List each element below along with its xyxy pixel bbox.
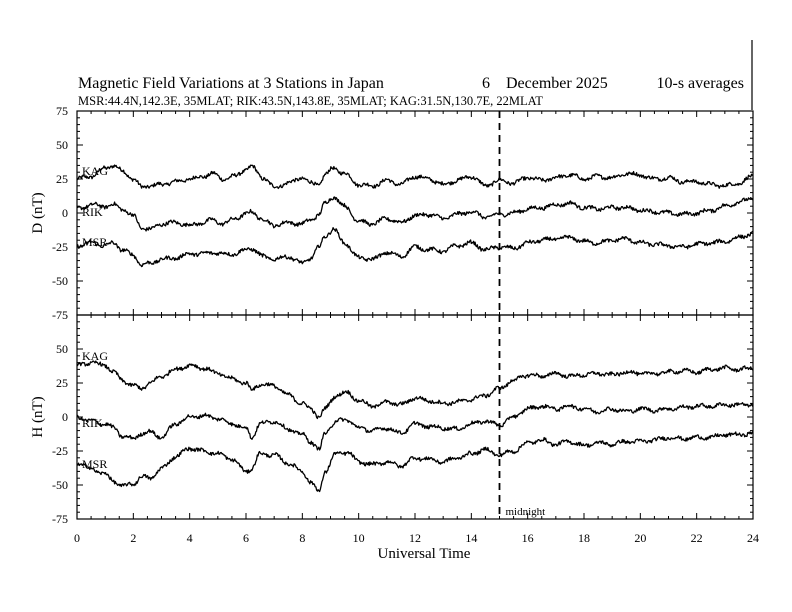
h-panel-frame	[76, 314, 754, 520]
chart-date-day: 6	[482, 75, 490, 92]
h-trace-rik	[76, 402, 754, 451]
midnight-label: midnight	[506, 506, 546, 518]
x-tick-label: 14	[465, 531, 477, 545]
d-panel-traces	[76, 164, 754, 268]
d-station-label-rik: RIK	[82, 205, 103, 219]
h-ytick-label: -75	[52, 512, 68, 526]
x-tick-label: 16	[522, 531, 534, 545]
x-tick-label: 24	[747, 531, 759, 545]
x-tick-label: 2	[130, 531, 136, 545]
x-tick-label: 0	[74, 531, 80, 545]
h-ytick-label: 0	[62, 410, 68, 424]
d-station-label-msr: MSR	[82, 235, 107, 249]
chart-averaging: 10-s averages	[656, 75, 744, 92]
h-ytick-label: 25	[56, 376, 68, 390]
h-panel-ticks: 50 25 0 -25 -50 -75	[52, 314, 754, 526]
x-tick-label: 12	[409, 531, 421, 545]
d-ytick-label: -50	[52, 274, 68, 288]
x-tick-label: 20	[634, 531, 646, 545]
x-tick-label: 8	[299, 531, 305, 545]
h-panel-traces	[76, 360, 754, 493]
h-axis-label: H (nT)	[30, 396, 46, 437]
h-panel: 50 25 0 -25 -50 -75 KAG RIK MSR H (nT)	[30, 314, 754, 526]
d-station-label-kag: KAG	[82, 164, 108, 178]
d-panel: 75 50 25 0 -25 -50 -75 KAG RIK MSR D (nT)	[30, 104, 754, 322]
d-ytick-label: 25	[56, 172, 68, 186]
d-ytick-label: 50	[56, 138, 68, 152]
d-panel-ticks: 75 50 25 0 -25 -50 -75	[52, 104, 754, 322]
d-ytick-label: 0	[62, 206, 68, 220]
h-station-label-rik: RIK	[82, 416, 103, 430]
chart-title: Magnetic Field Variations at 3 Stations …	[78, 75, 384, 92]
x-axis-ticks: 0 2 4 6 8 10 12 14 16 18 20 22 24	[74, 531, 759, 545]
h-ytick-label: 50	[56, 342, 68, 356]
d-trace-rik	[76, 196, 754, 232]
x-tick-label: 18	[578, 531, 590, 545]
h-trace-msr	[76, 430, 754, 493]
d-trace-msr	[76, 227, 754, 268]
h-station-label-kag: KAG	[82, 349, 108, 363]
chart-stations-info: MSR:44.4N,142.3E, 35MLAT; RIK:43.5N,143.…	[78, 94, 543, 108]
x-tick-label: 10	[353, 531, 365, 545]
d-ytick-label: -75	[52, 308, 68, 322]
x-tick-label: 4	[187, 531, 193, 545]
d-trace-kag	[76, 164, 754, 190]
h-trace-kag	[76, 360, 754, 420]
h-ytick-label: -50	[52, 478, 68, 492]
d-ytick-label: -25	[52, 240, 68, 254]
d-axis-label: D (nT)	[30, 192, 46, 233]
x-tick-label: 6	[243, 531, 249, 545]
h-station-label-msr: MSR	[82, 457, 107, 471]
chart-date-month-year: December 2025	[506, 75, 608, 92]
h-ytick-label: -25	[52, 444, 68, 458]
d-ytick-label: 75	[56, 104, 68, 118]
x-axis-label: Universal Time	[378, 546, 471, 562]
x-tick-label: 22	[691, 531, 703, 545]
